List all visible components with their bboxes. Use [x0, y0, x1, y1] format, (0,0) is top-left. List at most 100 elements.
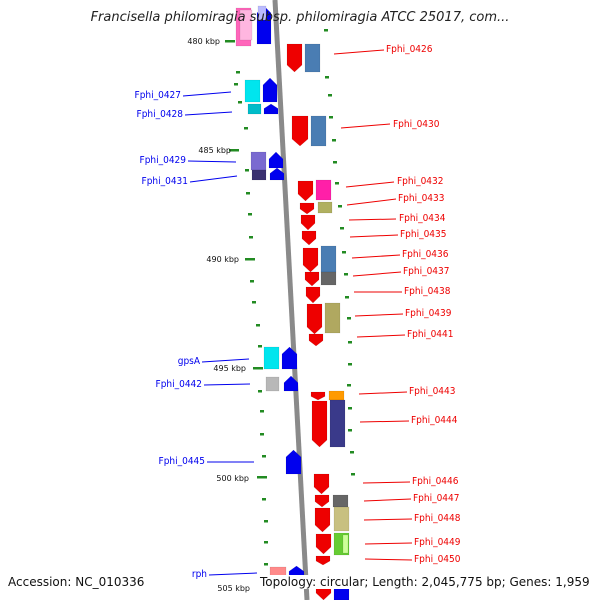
- gene-label-fphi-0438: Fphi_0438: [404, 286, 451, 297]
- scale-tick-minor: [329, 116, 333, 119]
- forward-gene-arrow: [285, 449, 302, 475]
- scale-tick-minor: [258, 390, 262, 393]
- leader-line: [364, 558, 413, 561]
- reverse-gene-arrow: [314, 494, 330, 508]
- leader-line: [346, 198, 397, 206]
- genome-backbone: [272, 0, 310, 600]
- label-leader-lines: [182, 49, 413, 576]
- scale-tick-minor: [325, 76, 329, 79]
- scale-tick-major: [245, 258, 255, 261]
- scale-ticks: [225, 29, 355, 588]
- gene-block: [263, 346, 280, 370]
- scale-tick-minor: [348, 407, 352, 410]
- scale-tick-minor: [245, 169, 249, 172]
- leader-line: [349, 234, 399, 238]
- forward-gene-arrow: [262, 77, 278, 103]
- leader-line: [351, 254, 401, 259]
- leader-line: [348, 218, 397, 221]
- leader-line: [333, 49, 385, 55]
- scale-tick-minor: [342, 251, 346, 254]
- scale-tick-minor: [258, 345, 262, 348]
- reverse-gene-arrow: [308, 333, 324, 347]
- accession-text: Accession: NC_010336: [8, 575, 145, 589]
- scale-tick-minor: [348, 429, 352, 432]
- gene-block: [244, 79, 261, 103]
- reverse-gene-arrow: [315, 533, 332, 555]
- gene-block: [320, 271, 337, 286]
- scale-tick-minor: [332, 139, 336, 142]
- scale-tick-minor: [345, 296, 349, 299]
- scale-tick-minor: [347, 384, 351, 387]
- forward-gene-arrow: [268, 151, 284, 169]
- scale-label: 490 kbp: [206, 255, 239, 264]
- reverse-gene-arrow: [291, 115, 309, 147]
- gene-label-fphi-0439: Fphi_0439: [405, 308, 452, 319]
- scale-label: 500 kbp: [216, 474, 249, 483]
- forward-gene-arrow: [269, 167, 285, 181]
- map-title: Francisella philomiragia subsp. philomir…: [90, 10, 510, 25]
- reverse-gene-arrow: [306, 303, 323, 335]
- gene-label-fphi-0428: Fphi_0428: [137, 109, 184, 120]
- gene-label-fphi-0449: Fphi_0449: [414, 537, 461, 548]
- gene-label-fphi-0443: Fphi_0443: [409, 386, 455, 397]
- gene-label-fphi-0446: Fphi_0446: [412, 476, 459, 487]
- leader-line: [203, 383, 251, 386]
- scale-tick-minor: [260, 433, 264, 436]
- leader-line: [363, 498, 412, 502]
- scale-tick-minor: [238, 101, 242, 104]
- scale-tick-minor: [264, 563, 268, 566]
- scale-tick-minor: [350, 451, 354, 454]
- scale-tick-minor: [333, 161, 337, 164]
- gene-label-fphi-0434: Fphi_0434: [399, 213, 446, 224]
- gene-block: [304, 43, 321, 73]
- gene-label-fphi-0426: Fphi_0426: [386, 44, 433, 55]
- scale-tick-minor: [328, 94, 332, 97]
- gene-block: [329, 399, 346, 448]
- reverse-gene-arrow: [305, 286, 321, 304]
- gene-label-fphi-0432: Fphi_0432: [397, 176, 443, 187]
- leader-line: [340, 123, 391, 129]
- reverse-gene-arrow: [302, 247, 319, 273]
- scale-tick-minor: [348, 363, 352, 366]
- scale-tick-minor: [264, 541, 268, 544]
- gene-label-fphi-0437: Fphi_0437: [403, 266, 449, 277]
- leader-line: [187, 160, 237, 163]
- scale-tick-minor: [249, 236, 253, 239]
- scale-tick-minor: [234, 83, 238, 86]
- scale-tick-minor: [335, 182, 339, 185]
- scale-tick-minor: [250, 280, 254, 283]
- scale-tick-minor: [338, 205, 342, 208]
- leader-line: [362, 481, 411, 484]
- leader-line: [345, 181, 395, 188]
- gene-block: [257, 5, 267, 21]
- gene-block: [317, 201, 333, 214]
- gene-label-fphi-0429: Fphi_0429: [140, 155, 187, 166]
- gene-block: [333, 506, 350, 532]
- scale-label: 485 kbp: [198, 146, 231, 155]
- scale-tick-minor: [262, 455, 266, 458]
- gene-label-fphi-0447: Fphi_0447: [413, 493, 459, 504]
- scale-tick-minor: [348, 341, 352, 344]
- leader-line: [354, 313, 404, 317]
- forward-gene-arrow: [283, 375, 299, 392]
- gene-block: [239, 9, 253, 41]
- scale-tick-minor: [236, 71, 240, 74]
- leader-line: [363, 518, 413, 521]
- gene-labels: Fphi_0427 Fphi_0428 Fphi_0429 Fphi_0431 gpsA…: [135, 44, 461, 580]
- leader-line: [201, 358, 250, 363]
- scale-tick-minor: [244, 127, 248, 130]
- scale-tick-minor: [344, 273, 348, 276]
- reverse-gene-arrow: [286, 43, 303, 73]
- reverse-gene-arrow: [304, 271, 320, 287]
- scale-tick-minor: [264, 520, 268, 523]
- feature-blocks: [235, 5, 350, 600]
- gene-block: [310, 115, 327, 147]
- gene-block: [342, 534, 349, 554]
- gene-label-gpsa: gpsA: [178, 356, 201, 367]
- leader-line: [356, 334, 406, 338]
- forward-gene-arrow: [281, 346, 298, 370]
- scale-tick-minor: [248, 213, 252, 216]
- reverse-gene-arrow: [313, 473, 330, 495]
- scale-label: 505 kbp: [217, 584, 250, 593]
- gene-label-fphi-0436: Fphi_0436: [402, 249, 449, 260]
